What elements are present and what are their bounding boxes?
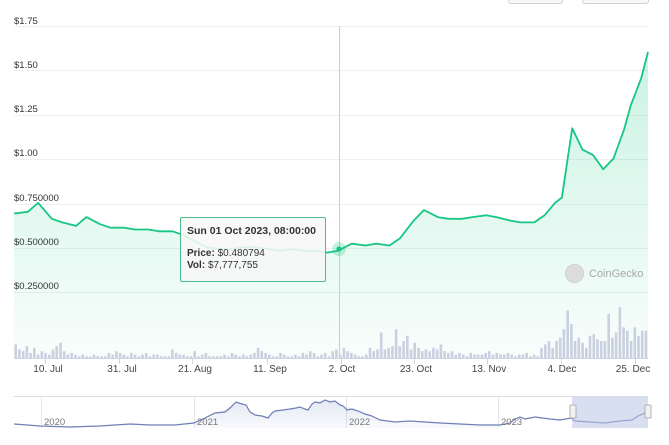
navigator-year-label: 2023 [501, 417, 523, 428]
tooltip-price-label: Price: [187, 248, 215, 259]
price-area [14, 52, 648, 358]
x-tick-label: 10. Jul [33, 364, 63, 375]
y-tick-label: $1.50 [14, 60, 38, 71]
x-tick-label: 4. Dec [547, 364, 577, 375]
navigator-line [13, 399, 646, 428]
x-tick-label: 11. Sep [253, 364, 287, 375]
y-tick-label: $1.75 [14, 16, 38, 27]
x-tick-label: 23. Oct [399, 364, 433, 375]
x-tick-label: 2. Oct [328, 364, 356, 375]
x-tick-label: 31. Jul [107, 364, 137, 375]
coingecko-watermark: CoinGecko [565, 264, 643, 283]
navigator-year-label: 2021 [197, 417, 219, 428]
x-tick-label: 25. Dec [615, 364, 651, 375]
navigator-handle-right[interactable] [644, 404, 652, 419]
coingecko-logo-icon [565, 264, 584, 283]
navigator-area [194, 400, 498, 428]
x-tick-label: 13. Nov [471, 364, 507, 375]
y-tick-label: $0.500000 [14, 237, 59, 248]
x-ticks [45, 358, 636, 364]
tooltip-vol-value: $7,777,755 [207, 260, 258, 271]
navigator-handle-left[interactable] [569, 404, 577, 419]
price-line [13, 51, 649, 254]
y-tick-label: $0.250000 [14, 281, 59, 292]
navigator-year-label: 2022 [349, 417, 371, 428]
chart-tooltip: Sun 01 Oct 2023, 08:00:00 Price: $0.4807… [180, 217, 326, 282]
navigator-year-label: 2020 [44, 417, 66, 428]
volume-bars [14, 307, 648, 358]
range-button-2[interactable] [582, 0, 649, 4]
range-button-1[interactable] [508, 0, 563, 4]
tooltip-vol-label: Vol: [187, 260, 206, 271]
x-tick-label: 21. Aug [178, 364, 212, 375]
y-tick-label: $1.25 [14, 104, 38, 115]
navigator-selection [572, 397, 648, 428]
y-tick-label: $1.00 [14, 148, 38, 159]
navigator [13, 396, 652, 428]
y-tick-label: $0.750000 [14, 193, 59, 204]
hover-point [336, 246, 342, 252]
tooltip-date: Sun 01 Oct 2023, 08:00:00 [187, 225, 316, 237]
watermark-text: CoinGecko [589, 267, 644, 280]
tooltip-price-value: $0.480794 [217, 248, 265, 259]
